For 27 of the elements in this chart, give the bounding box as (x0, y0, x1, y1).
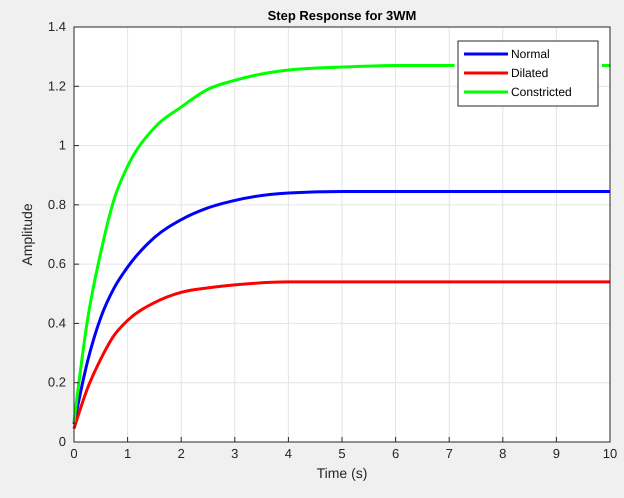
legend-label: Dilated (511, 66, 548, 80)
x-tick-label: 1 (124, 446, 132, 461)
y-tick-label: 1 (58, 138, 66, 153)
y-tick-label: 0.6 (48, 256, 66, 272)
x-tick-label: 4 (284, 446, 292, 461)
y-tick-label: 1.2 (48, 78, 66, 94)
x-tick-label: 8 (499, 446, 506, 461)
x-tick-label: 5 (338, 446, 346, 461)
y-axis-title: Amplitude (19, 203, 35, 266)
chart-title: Step Response for 3WM (268, 8, 416, 23)
y-tick-label: 0.2 (48, 374, 66, 390)
y-tick-label: 0.4 (48, 315, 66, 330)
x-tick-label: 6 (392, 446, 400, 461)
legend-label: Normal (511, 47, 550, 61)
legend-label: Constricted (511, 85, 572, 99)
x-tick-label: 0 (70, 446, 78, 461)
x-tick-label: 10 (602, 446, 618, 461)
x-tick-label: 7 (446, 446, 453, 461)
x-axis-title: Time (s) (316, 465, 368, 481)
y-tick-label: 1.4 (48, 19, 66, 34)
line-series (72, 280, 612, 430)
line-series (72, 190, 612, 426)
y-tick-label: 0 (58, 434, 66, 449)
y-tick-label: 0.8 (48, 196, 66, 212)
x-tick-label: 9 (552, 446, 560, 461)
x-tick-label: 2 (178, 446, 185, 461)
x-tick-label: 3 (231, 446, 238, 461)
